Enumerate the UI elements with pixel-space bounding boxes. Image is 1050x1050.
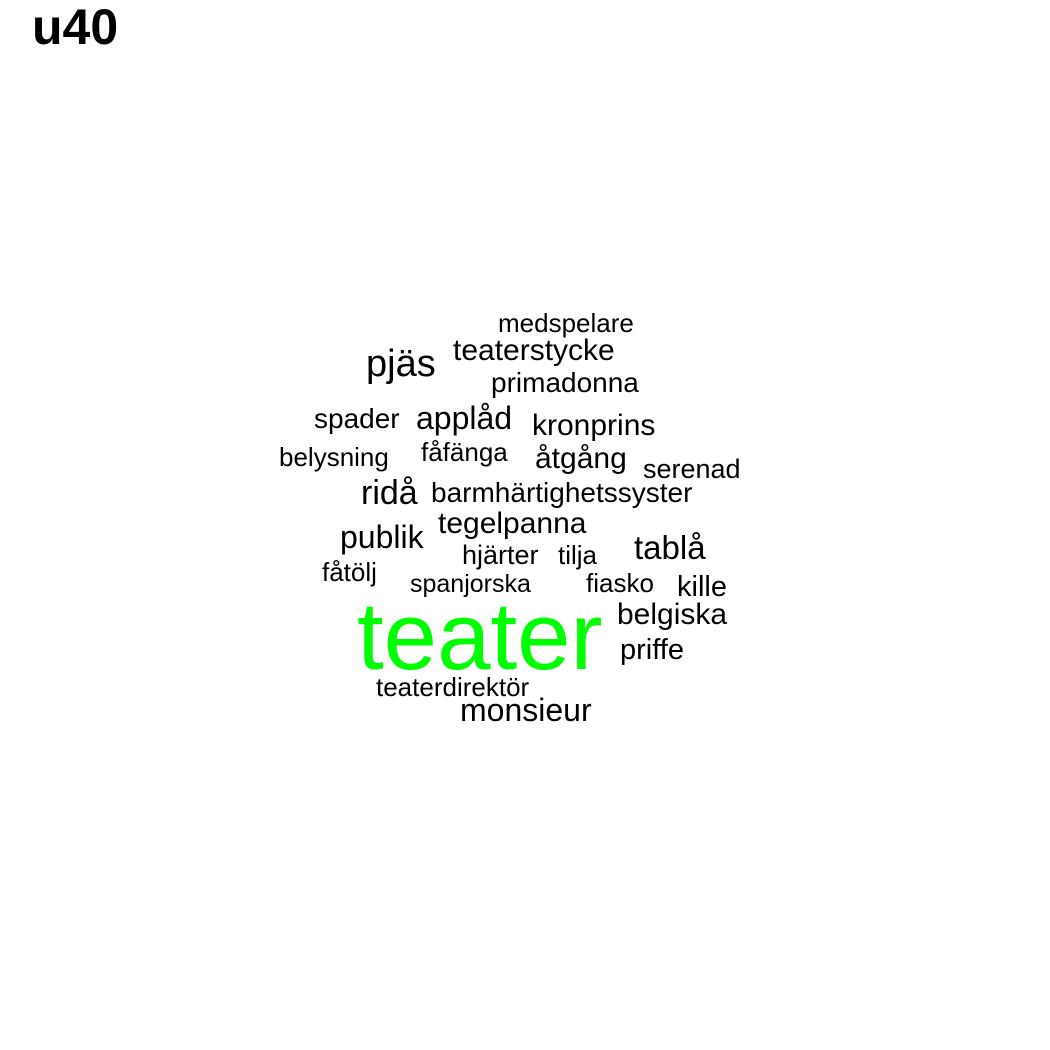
word-spanjorska: spanjorska bbox=[410, 570, 531, 598]
word-priffe: priffe bbox=[620, 634, 684, 666]
word-monsieur: monsieur bbox=[460, 692, 592, 728]
word-applad: applåd bbox=[416, 400, 513, 436]
word-fatolj: fåtölj bbox=[322, 557, 377, 587]
word-serenad: serenad bbox=[643, 454, 741, 484]
word-tegelpanna: tegelpanna bbox=[438, 507, 587, 540]
word-fiasko: fiasko bbox=[586, 568, 654, 598]
word-hjarter: hjärter bbox=[462, 540, 539, 570]
word-kronprins: kronprins bbox=[532, 409, 656, 442]
word-belgiska: belgiska bbox=[617, 598, 728, 631]
word-teaterstycke: teaterstycke bbox=[453, 334, 615, 367]
word-tilja: tilja bbox=[558, 540, 598, 570]
word-teater: teater bbox=[357, 583, 603, 690]
word-spader: spader bbox=[314, 403, 400, 434]
word-kille: kille bbox=[677, 571, 727, 603]
word-teaterdirektor: teaterdirektör bbox=[376, 672, 530, 702]
word-belysning: belysning bbox=[279, 442, 389, 472]
word-pjas: pjäs bbox=[366, 343, 436, 385]
word-rida: ridå bbox=[361, 474, 418, 512]
page-title: u40 bbox=[32, 0, 119, 55]
word-atgang: åtgång bbox=[535, 442, 627, 475]
word-barmhartighetssyster: barmhärtighetssyster bbox=[431, 477, 693, 508]
word-fafanga: fåfänga bbox=[421, 437, 508, 467]
word-primadonna: primadonna bbox=[491, 367, 639, 398]
word-tabla: tablå bbox=[634, 529, 706, 566]
word-publik: publik bbox=[340, 519, 424, 555]
word-medspelare: medspelare bbox=[498, 308, 634, 338]
